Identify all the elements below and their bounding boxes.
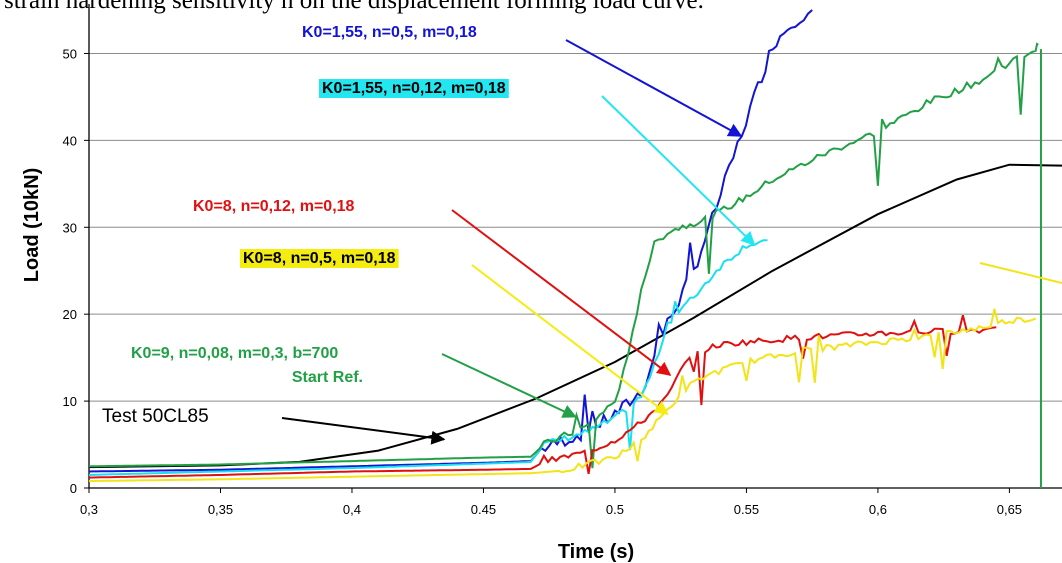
y-tick-label: 40 xyxy=(63,133,77,148)
annotation-label-7: Test 50CL85 xyxy=(102,406,209,427)
annotation-arrow-3 xyxy=(451,209,672,376)
gridlines xyxy=(89,52,1062,402)
annotation-labels: K0=1,55, n=0,5, m=0,18 K0=1,55, n=0,12, m… xyxy=(102,24,509,427)
annotation-arrow-4 xyxy=(471,264,669,415)
series-layer xyxy=(88,9,1062,488)
x-tick-label: 0,65 xyxy=(997,502,1022,517)
annotation-label-4: K0=8, n=0,5, m=0,18 xyxy=(243,250,396,267)
annotation-highlight-2 xyxy=(319,79,509,98)
annotation-arrows xyxy=(281,39,1062,445)
annotation-label-2: K0=1,55, n=0,12, m=0,18 xyxy=(322,80,506,97)
series-line-4 xyxy=(88,42,1039,469)
x-tick-label: 0,4 xyxy=(343,502,361,517)
x-tick-label: 0,35 xyxy=(208,502,233,517)
y-tick-label: 50 xyxy=(63,46,77,61)
annotation-label-3: K0=8, n=0,12, m=0,18 xyxy=(193,198,355,215)
figure-caption: strain hardening sensitivity n on the di… xyxy=(4,0,704,14)
axes xyxy=(84,4,1062,493)
x-tick-label: 0.55 xyxy=(734,502,759,517)
annotation-arrow-2 xyxy=(601,95,756,246)
annotation-highlight-4 xyxy=(240,249,399,268)
series-line-2 xyxy=(88,9,813,473)
annotation-label-5: K0=9, n=0,08, m=0,3, b=700 xyxy=(131,345,338,362)
series-line-3 xyxy=(88,239,768,476)
annotation-label-1: K0=1,55, n=0,5, m=0,18 xyxy=(302,24,477,41)
tick-labels: 0,3 0,35 0,4 0.45 0.5 0.55 0,6 0,65 0 10 20 30 40 50 xyxy=(63,46,1023,517)
series-line-6 xyxy=(89,308,1037,482)
y-tick-label: 10 xyxy=(63,394,77,409)
x-tick-label: 0.45 xyxy=(471,502,496,517)
y-axis-title: Load (10kN) xyxy=(21,168,43,282)
y-tick-label: 20 xyxy=(63,307,77,322)
x-axis-title: Time (s) xyxy=(558,541,634,563)
edge-arrow-yellow xyxy=(979,262,1062,284)
x-tick-label: 0,6 xyxy=(869,502,887,517)
y-tick-label: 0 xyxy=(70,481,77,496)
y-tick-label: 30 xyxy=(63,220,77,235)
annotation-arrow-7 xyxy=(281,417,446,445)
x-tick-label: 0.5 xyxy=(606,502,624,517)
series-line-5 xyxy=(88,314,997,479)
annotation-arrow-5 xyxy=(441,353,577,418)
annotation-arrow-1 xyxy=(565,39,743,137)
annotation-label-6: Start Ref. xyxy=(292,369,363,386)
x-tick-label: 0,3 xyxy=(80,502,98,517)
